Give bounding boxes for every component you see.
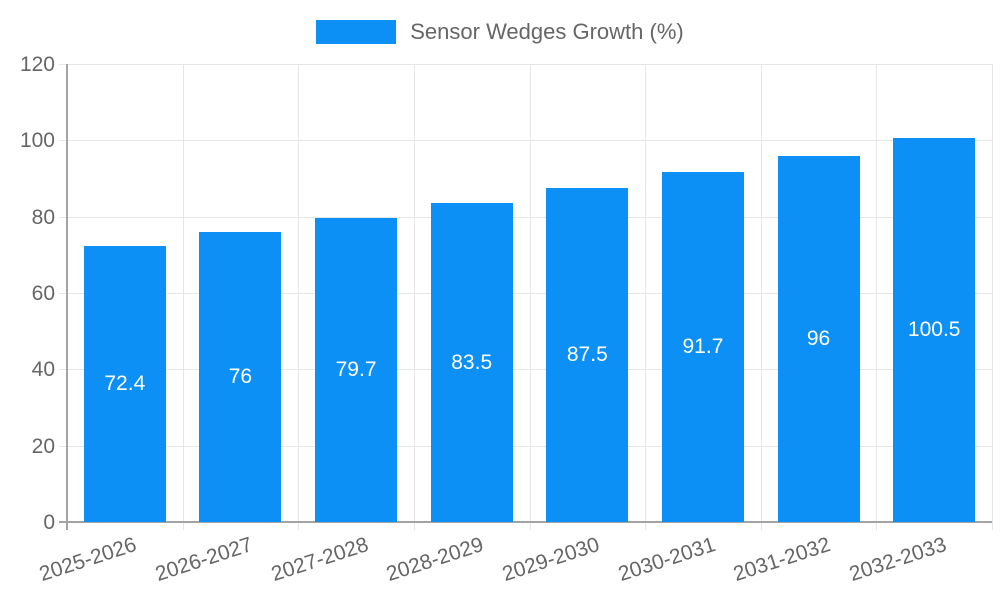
gridline-vertical [529,64,531,530]
gridline-horizontal [59,445,992,447]
x-axis-tick-label: 2032-2033 [846,533,949,586]
x-axis-tick-label: 2030-2031 [615,533,718,586]
bar[interactable] [315,217,398,522]
bar-value-label: 79.7 [335,357,377,381]
bar[interactable] [546,188,629,522]
bar-value-label: 72.4 [104,371,146,395]
x-axis-tick-label: 2029-2030 [499,533,603,586]
y-axis-tick-label: 80 [31,205,55,229]
gridline-vertical [992,64,993,530]
gridline-vertical [413,64,415,530]
gridline-horizontal [59,64,992,65]
gridline-vertical [298,64,300,530]
y-axis-tick-label: 0 [43,511,55,534]
x-axis-tick-label: 2031-2032 [730,533,834,586]
y-axis-tick-label: 100 [19,129,55,153]
legend-label: Sensor Wedges Growth (%) [410,19,684,44]
bar[interactable] [430,203,513,522]
bar-value-label: 91.7 [682,335,724,358]
bar-value-label: 96 [806,326,831,350]
y-axis-tick-label: 60 [31,282,55,305]
gridline-horizontal [59,293,992,294]
gridline-vertical [182,64,184,530]
chart-legend[interactable]: Sensor Wedges Growth (%) [0,19,1000,45]
x-axis-line [59,521,992,523]
gridline-horizontal [59,216,992,218]
gridline-vertical [876,64,878,530]
x-axis-tick-label: 2027-2028 [268,533,371,586]
gridline-horizontal [59,140,992,142]
gridline-vertical [645,64,647,530]
x-axis-tick-label: 2025-2026 [36,533,140,586]
bar[interactable] [777,155,860,522]
bar[interactable] [661,172,744,522]
y-axis-tick-label: 40 [31,358,55,382]
gridline-vertical [760,64,762,530]
x-axis-tick-label: 2028-2029 [383,533,487,586]
legend-swatch [316,20,397,44]
y-axis-tick-label: 120 [19,53,55,76]
bar[interactable] [893,138,976,522]
y-axis-line [66,64,68,530]
bar-value-label: 83.5 [451,350,493,374]
bar[interactable] [83,245,166,522]
bar-value-label: 76 [228,364,253,388]
bar-value-label: 87.5 [566,343,608,367]
bar[interactable] [199,231,282,522]
x-axis-tick-label: 2026-2027 [152,533,256,586]
bar-value-label: 100.5 [907,318,961,342]
gridline-horizontal [59,369,992,371]
y-axis-tick-label: 20 [31,434,55,458]
